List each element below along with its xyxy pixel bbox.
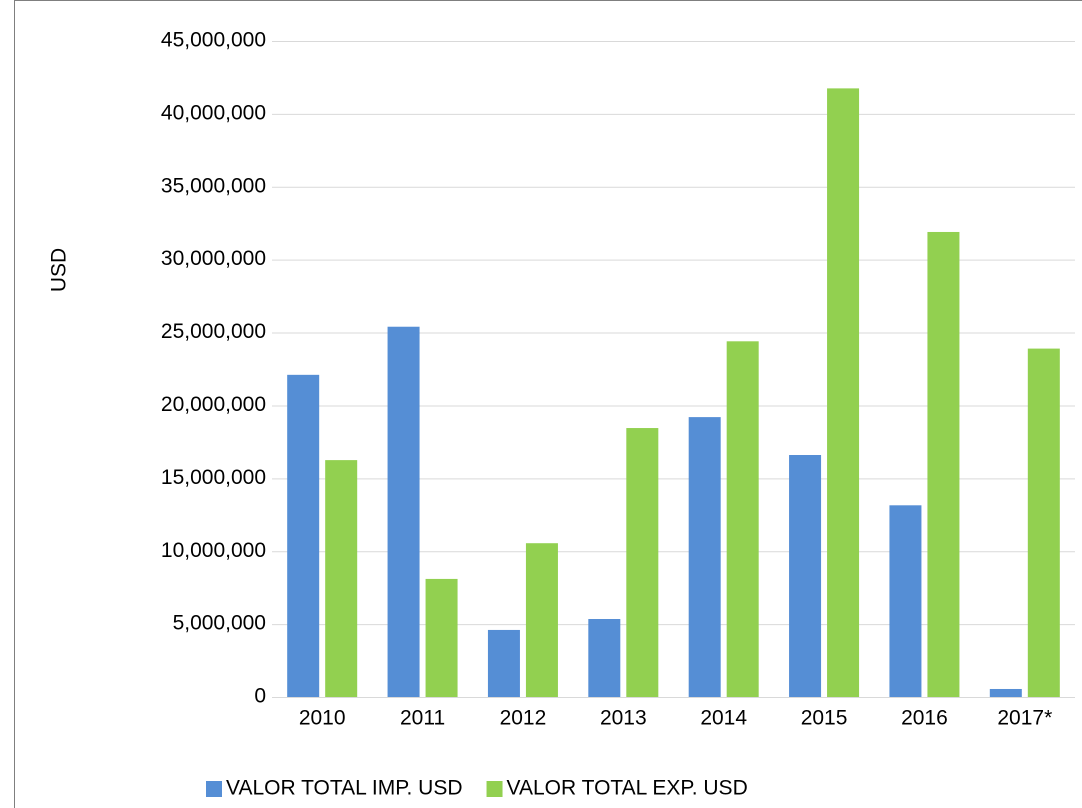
bar [588,619,621,697]
bar [789,455,822,697]
y-tick-label: 15,000,000 [161,466,266,489]
y-tick-label: 40,000,000 [161,101,266,124]
x-tick-label: 2014 [700,707,747,730]
bar [827,88,860,697]
x-tick-label: 2012 [500,707,547,730]
bar [387,326,420,697]
x-tick-label: 2015 [801,707,848,730]
bar [287,374,320,697]
y-tick-label: 10,000,000 [161,539,266,562]
bar [626,428,659,697]
bar [425,578,458,697]
bar [525,543,558,697]
bar [487,629,520,697]
legend-label: VALOR TOTAL IMP. USD [226,777,463,800]
bar [927,231,960,698]
y-tick-label: 25,000,000 [161,320,266,343]
bar [325,460,358,697]
x-tick-label: 2016 [901,707,948,730]
bar [889,505,922,697]
legend-label: VALOR TOTAL EXP. USD [507,777,748,800]
y-tick-label: 5,000,000 [173,612,266,635]
y-tick-label: 0 [254,685,266,708]
bar [726,341,759,697]
y-tick-label: 20,000,000 [161,393,266,416]
bar [989,688,1022,697]
y-tick-label: 35,000,000 [161,174,266,197]
legend-swatch [206,781,222,797]
x-tick-label: 2013 [600,707,647,730]
x-tick-label: 2011 [400,707,445,730]
x-tick-label: 2017* [997,707,1052,730]
bar [688,417,721,697]
legend-swatch [486,781,503,797]
y-tick-label: 30,000,000 [161,247,266,270]
bar [1027,348,1060,697]
x-tick-label: 2010 [299,707,346,730]
y-tick-label: 45,000,000 [161,29,266,52]
y-axis-title: USD [48,248,71,292]
